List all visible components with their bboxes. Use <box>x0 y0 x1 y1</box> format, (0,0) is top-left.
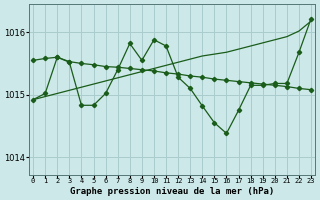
X-axis label: Graphe pression niveau de la mer (hPa): Graphe pression niveau de la mer (hPa) <box>70 187 274 196</box>
